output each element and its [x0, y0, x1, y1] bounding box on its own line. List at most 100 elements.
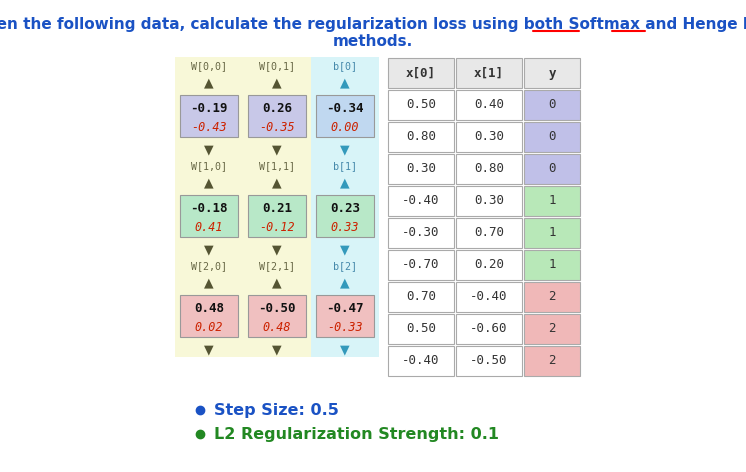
Bar	[388, 282, 454, 312]
Text: 0.00: 0.00	[330, 121, 360, 134]
Text: ▼: ▼	[204, 143, 214, 156]
Bar	[524, 90, 580, 120]
Text: ▲: ▲	[204, 276, 214, 289]
Bar	[524, 58, 580, 88]
Text: ▲: ▲	[204, 76, 214, 89]
Text: -0.30: -0.30	[402, 227, 439, 239]
Text: ▼: ▼	[272, 343, 282, 356]
Text: ▲: ▲	[272, 76, 282, 89]
Text: W[0,1]: W[0,1]	[259, 61, 295, 71]
Bar	[180, 295, 238, 337]
Text: Given the following data, calculate the regularization loss using both Softmax a: Given the following data, calculate the …	[0, 17, 746, 32]
Text: ▼: ▼	[340, 243, 350, 256]
Bar	[248, 95, 306, 137]
Bar	[524, 250, 580, 280]
Text: 0.48: 0.48	[194, 302, 224, 315]
Text: 0: 0	[548, 99, 556, 111]
Text: 0.41: 0.41	[195, 221, 223, 234]
Text: -0.50: -0.50	[258, 302, 295, 315]
Bar	[248, 295, 306, 337]
Text: W[1,1]: W[1,1]	[259, 161, 295, 171]
Text: 0.50: 0.50	[406, 99, 436, 111]
Text: ▼: ▼	[340, 343, 350, 356]
Bar	[456, 90, 522, 120]
Bar	[316, 195, 374, 237]
Bar	[388, 346, 454, 376]
Text: 0.33: 0.33	[330, 221, 360, 234]
Text: b[2]: b[2]	[333, 261, 357, 271]
Text: -0.34: -0.34	[326, 102, 364, 115]
Bar	[524, 122, 580, 152]
Bar	[248, 195, 306, 237]
Text: -0.18: -0.18	[190, 202, 228, 215]
Text: 0.48: 0.48	[263, 321, 291, 334]
Text: b[1]: b[1]	[333, 161, 357, 171]
Bar	[456, 282, 522, 312]
Bar	[388, 218, 454, 248]
Text: ▲: ▲	[204, 176, 214, 189]
Text: 0.30: 0.30	[474, 194, 504, 208]
Text: x[1]: x[1]	[474, 67, 504, 79]
Text: 1: 1	[548, 259, 556, 271]
Text: 0.30: 0.30	[406, 162, 436, 176]
Text: -0.40: -0.40	[402, 354, 439, 368]
Text: 1: 1	[548, 194, 556, 208]
Text: 0.50: 0.50	[406, 322, 436, 336]
Text: 1: 1	[548, 227, 556, 239]
Text: 0.23: 0.23	[330, 202, 360, 215]
Text: 0.20: 0.20	[474, 259, 504, 271]
Bar	[388, 154, 454, 184]
Bar	[524, 346, 580, 376]
Bar	[456, 314, 522, 344]
Text: -0.60: -0.60	[470, 322, 508, 336]
Bar	[524, 314, 580, 344]
Bar	[388, 186, 454, 216]
Text: 0.21: 0.21	[262, 202, 292, 215]
Text: -0.33: -0.33	[327, 321, 363, 334]
Text: 0: 0	[548, 130, 556, 143]
Text: -0.70: -0.70	[402, 259, 439, 271]
Bar	[388, 250, 454, 280]
Text: -0.12: -0.12	[259, 221, 295, 234]
Text: 0.70: 0.70	[406, 290, 436, 303]
Text: 2: 2	[548, 290, 556, 303]
Bar	[388, 122, 454, 152]
Text: 0.80: 0.80	[406, 130, 436, 143]
Text: ▲: ▲	[272, 176, 282, 189]
Text: y: y	[548, 67, 556, 79]
Text: x[0]: x[0]	[406, 67, 436, 79]
Text: ▲: ▲	[340, 176, 350, 189]
Bar	[456, 186, 522, 216]
Text: -0.47: -0.47	[326, 302, 364, 315]
Text: methods.: methods.	[333, 34, 413, 50]
Bar	[524, 186, 580, 216]
Text: b[0]: b[0]	[333, 61, 357, 71]
Bar	[456, 122, 522, 152]
Text: -0.35: -0.35	[259, 121, 295, 134]
Text: ▲: ▲	[340, 276, 350, 289]
Text: W[1,0]: W[1,0]	[191, 161, 227, 171]
Bar	[388, 314, 454, 344]
Bar	[456, 250, 522, 280]
Bar	[180, 95, 238, 137]
Text: 0.40: 0.40	[474, 99, 504, 111]
Text: -0.43: -0.43	[191, 121, 227, 134]
Text: L2 Regularization Strength: 0.1: L2 Regularization Strength: 0.1	[214, 427, 499, 441]
Text: W[0,0]: W[0,0]	[191, 61, 227, 71]
Text: 2: 2	[548, 354, 556, 368]
Text: 0.02: 0.02	[195, 321, 223, 334]
Text: -0.40: -0.40	[402, 194, 439, 208]
Text: ▼: ▼	[272, 243, 282, 256]
Text: Step Size: 0.5: Step Size: 0.5	[214, 403, 339, 418]
Text: 0.26: 0.26	[262, 102, 292, 115]
Text: ▼: ▼	[272, 143, 282, 156]
Text: 2: 2	[548, 322, 556, 336]
Bar	[524, 154, 580, 184]
Text: 0.30: 0.30	[474, 130, 504, 143]
Text: 0.70: 0.70	[474, 227, 504, 239]
Text: 0.80: 0.80	[474, 162, 504, 176]
Bar	[524, 218, 580, 248]
Bar	[175, 57, 243, 357]
Text: ▲: ▲	[340, 76, 350, 89]
Text: -0.19: -0.19	[190, 102, 228, 115]
